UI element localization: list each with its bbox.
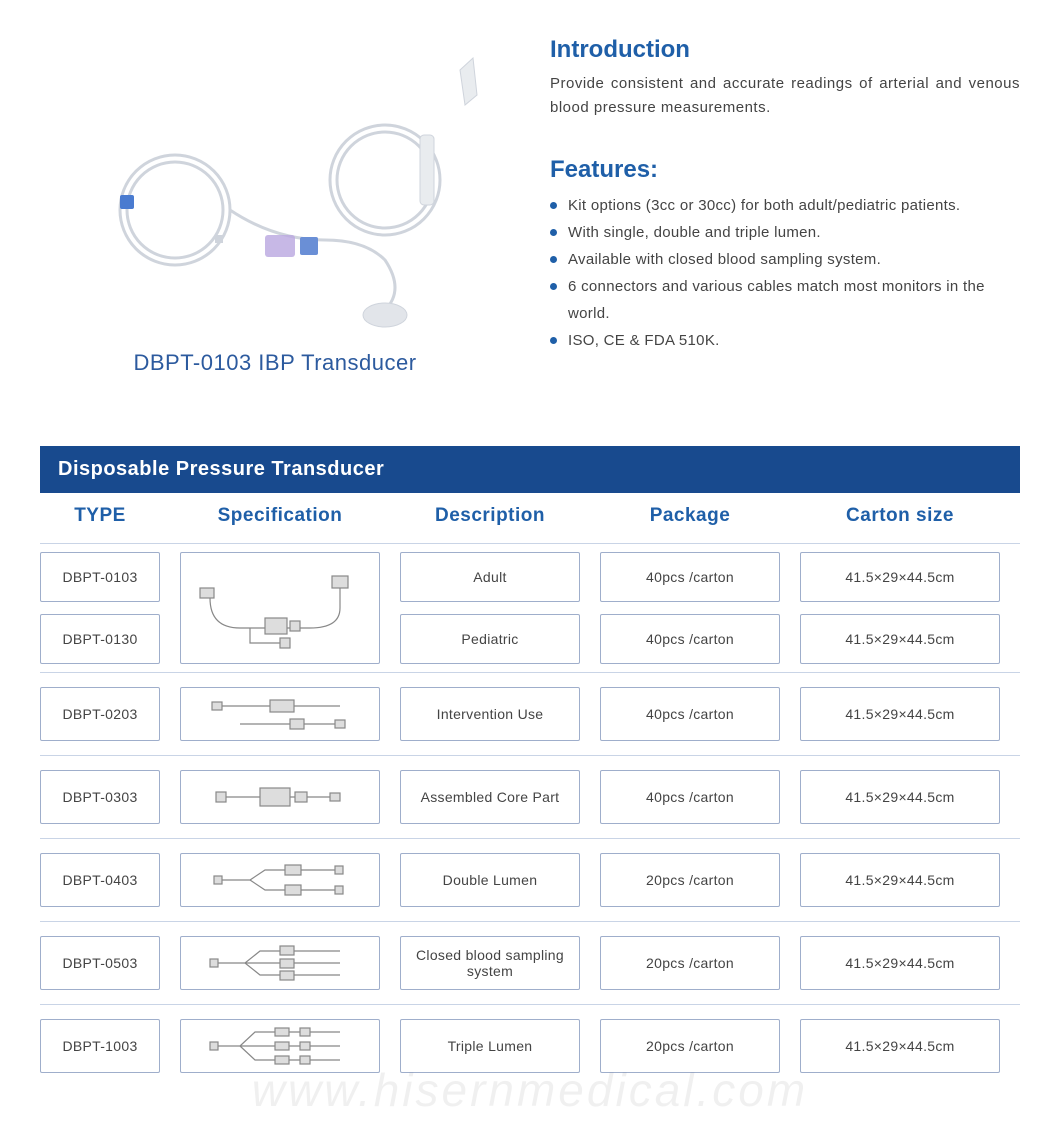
feature-item: 6 connectors and various cables match mo… — [550, 273, 1020, 327]
table-row-group: DBPT-1003 Triple Lumen 20pcs /carton — [40, 1005, 1020, 1087]
cell-package: 20pcs /carton — [600, 853, 780, 907]
feature-item: ISO, CE & FDA 510K. — [550, 327, 1020, 354]
col-specification: Specification — [180, 505, 380, 527]
cell-type: DBPT-0103 — [40, 552, 160, 602]
cell-description: Adult — [400, 552, 580, 602]
cell-type: DBPT-1003 — [40, 1019, 160, 1073]
feature-item: Kit options (3cc or 30cc) for both adult… — [550, 192, 1020, 219]
cell-spec-diagram — [180, 936, 380, 990]
cell-spec-diagram — [180, 1019, 380, 1073]
cell-type: DBPT-0130 — [40, 614, 160, 664]
table-row-group: DBPT-0303 Assembled Core Part 40pcs /car… — [40, 756, 1020, 839]
cell-carton: 41.5×29×44.5cm — [800, 853, 1000, 907]
cell-package: 40pcs /carton — [600, 552, 780, 602]
cell-carton: 41.5×29×44.5cm — [800, 770, 1000, 824]
cell-package: 20pcs /carton — [600, 936, 780, 990]
cell-carton: 41.5×29×44.5cm — [800, 614, 1000, 664]
cell-type: DBPT-0403 — [40, 853, 160, 907]
col-carton: Carton size — [800, 505, 1000, 527]
cell-spec-diagram — [180, 853, 380, 907]
cell-description: Double Lumen — [400, 853, 580, 907]
table-title: Disposable Pressure Transducer — [40, 446, 1020, 493]
cell-description: Assembled Core Part — [400, 770, 580, 824]
table-row-group: DBPT-0203 Intervention Use 40pcs /carton… — [40, 673, 1020, 756]
introduction-text: Provide consistent and accurate readings… — [550, 72, 1020, 120]
cell-carton: 41.5×29×44.5cm — [800, 552, 1000, 602]
feature-list: Kit options (3cc or 30cc) for both adult… — [550, 192, 1020, 354]
col-description: Description — [400, 505, 580, 527]
cell-spec-diagram — [180, 687, 380, 741]
cell-description: Pediatric — [400, 614, 580, 664]
cell-carton: 41.5×29×44.5cm — [800, 936, 1000, 990]
cell-type: DBPT-0503 — [40, 936, 160, 990]
cell-package: 40pcs /carton — [600, 614, 780, 664]
cell-package: 20pcs /carton — [600, 1019, 780, 1073]
cell-spec-diagram — [180, 552, 380, 664]
cell-type: DBPT-0203 — [40, 687, 160, 741]
features-title: Features: — [550, 156, 1020, 184]
cell-type: DBPT-0303 — [40, 770, 160, 824]
feature-item: Available with closed blood sampling sys… — [550, 246, 1020, 273]
cell-description: Intervention Use — [400, 687, 580, 741]
cell-package: 40pcs /carton — [600, 770, 780, 824]
cell-description: Triple Lumen — [400, 1019, 580, 1073]
feature-item: With single, double and triple lumen. — [550, 219, 1020, 246]
introduction-title: Introduction — [550, 36, 1020, 64]
col-type: TYPE — [40, 505, 160, 527]
cell-carton: 41.5×29×44.5cm — [800, 1019, 1000, 1073]
cell-package: 40pcs /carton — [600, 687, 780, 741]
table-row-group: DBPT-0403 Double Lumen 20pcs /carton 41.… — [40, 839, 1020, 922]
table-row-group: DBPT-0503 Closed blood sampling system 2… — [40, 922, 1020, 1005]
table-row-group: DBPT-0103 Adult 40pcs /carton 41.5×29×44… — [40, 544, 1020, 673]
cell-spec-diagram — [180, 770, 380, 824]
product-image — [40, 30, 510, 350]
col-package: Package — [600, 505, 780, 527]
cell-carton: 41.5×29×44.5cm — [800, 687, 1000, 741]
table-column-headers: TYPE Specification Description Package C… — [40, 493, 1020, 544]
product-caption: DBPT-0103 IBP Transducer — [40, 350, 510, 376]
cell-description: Closed blood sampling system — [400, 936, 580, 990]
